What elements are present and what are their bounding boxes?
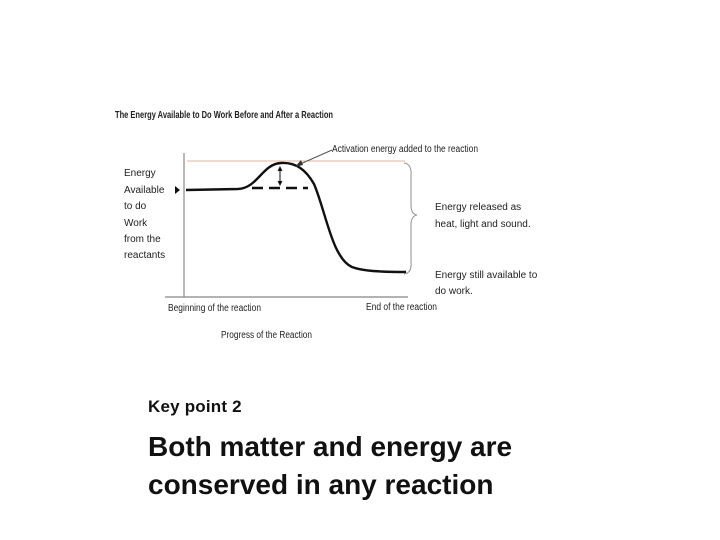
headline-line-1: Both matter and energy are xyxy=(148,431,513,462)
y-axis-marker-icon xyxy=(175,186,180,194)
energy-released-annotation: Energy released as heat, light and sound… xyxy=(435,202,531,230)
headline-line-2: conserved in any reaction xyxy=(148,469,494,500)
energy-remaining-annotation: Energy still available to do work. xyxy=(435,270,540,297)
annotation-pointer-head xyxy=(295,160,303,167)
energy-released-brace xyxy=(403,162,418,275)
key-point-headline: Both matter and energy are conserved in … xyxy=(148,428,668,504)
annotation-pointer xyxy=(297,149,333,166)
arrow-head-up xyxy=(277,166,283,171)
activation-energy-annotation: Activation energy added to the reaction xyxy=(332,144,478,155)
x-axis-label: Progress of the Reaction xyxy=(221,330,312,341)
x-tick-start: Beginning of the reaction xyxy=(168,303,261,314)
x-tick-end: End of the reaction xyxy=(366,302,437,313)
energy-curve xyxy=(185,161,407,274)
y-axis-label: Energy Available to do Work from the rea… xyxy=(124,168,167,261)
key-point-label: Key point 2 xyxy=(148,397,242,416)
diagram-title: The Energy Available to Do Work Before a… xyxy=(115,109,333,121)
arrow-head-down xyxy=(277,181,283,186)
